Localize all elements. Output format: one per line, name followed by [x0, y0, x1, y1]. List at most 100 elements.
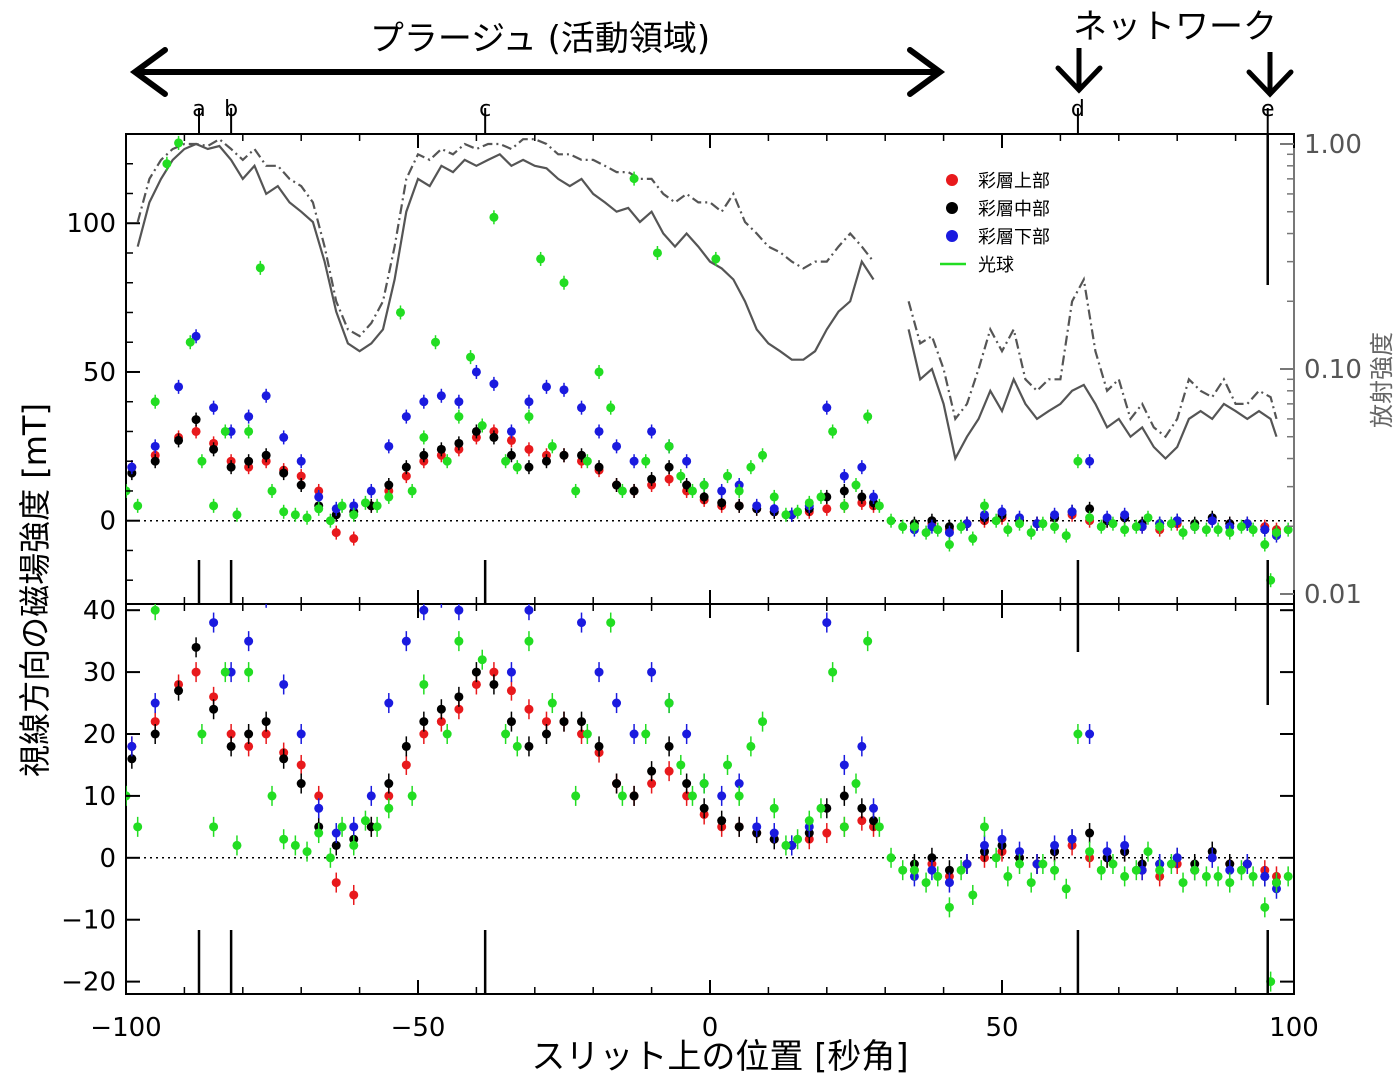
lower-point-0-19	[471, 679, 481, 689]
upper-point-2-8	[279, 432, 289, 442]
lower-point-1-25	[577, 717, 587, 727]
upper-point-3-55	[769, 492, 779, 502]
upper-point-2-52	[1067, 507, 1077, 517]
upper-point-3-19	[349, 510, 359, 520]
lower-point-2-22	[524, 605, 534, 615]
lower-point-3-20	[360, 816, 370, 826]
upper-point-3-78	[1038, 519, 1048, 529]
upper-point-3-38	[571, 486, 581, 496]
lower-point-3-59	[816, 803, 826, 813]
upper-point-3-70	[944, 540, 954, 550]
lower-point-1-17	[436, 704, 446, 714]
upper-point-3-81	[1073, 456, 1083, 466]
upper-point-2-22	[524, 397, 534, 407]
upper-point-2-7	[261, 391, 271, 401]
upper-point-3-2	[150, 397, 160, 407]
lower-ytick-label-1: −10	[61, 906, 116, 936]
upper-point-3-96	[1248, 525, 1258, 535]
upper-point-3-27	[442, 456, 452, 466]
lower-panel-frame	[125, 603, 1295, 995]
lower-point-3-21	[372, 822, 382, 832]
upper-point-3-68	[921, 528, 931, 538]
lower-point-3-75	[1003, 871, 1013, 881]
upper-panel-frame	[125, 133, 1295, 605]
upper-point-3-25	[419, 432, 429, 442]
lower-point-3-58	[804, 816, 814, 826]
marker-label-e: e	[1261, 97, 1275, 122]
upper-point-2-0	[127, 462, 137, 472]
upper-point-0-12	[349, 534, 359, 544]
lower-point-3-9	[232, 840, 242, 850]
lower-point-3-73	[979, 822, 989, 832]
upper-point-3-94	[1225, 528, 1235, 538]
lower-point-2-0	[127, 741, 137, 751]
lower-point-0-5	[226, 729, 236, 739]
lower-point-3-35	[536, 309, 545, 318]
lower-point-2-48	[997, 834, 1007, 844]
upper-point-3-12	[267, 486, 277, 496]
lower-point-1-23	[541, 729, 551, 739]
upper-point-2-45	[944, 528, 954, 538]
upper-point-1-18	[454, 438, 464, 448]
lower-point-3-67	[909, 865, 919, 875]
upper-point-3-56	[781, 510, 791, 520]
lower-point-2-6	[244, 636, 254, 646]
lower-point-3-33	[512, 741, 522, 751]
lower-point-0-14	[384, 791, 394, 801]
lower-point-0-11	[331, 878, 341, 888]
lower-point-2-41	[857, 741, 867, 751]
lower-point-2-17	[437, 593, 446, 602]
lower-point-3-71	[956, 865, 966, 875]
lower-point-3-60	[828, 667, 838, 677]
lower-point-0-6	[244, 741, 254, 751]
lower-point-3-53	[746, 741, 756, 751]
lower-ytick-label-3: 10	[83, 782, 116, 812]
upper-point-2-13	[366, 486, 376, 496]
lower-point-3-82	[1085, 847, 1095, 857]
lower-point-1-15	[401, 741, 411, 751]
lower-point-3-26	[431, 482, 440, 491]
upper-point-1-29	[647, 474, 657, 484]
lower-point-3-89	[1166, 859, 1176, 869]
lower-point-0-15	[401, 760, 411, 770]
upper-point-3-99	[1271, 528, 1281, 538]
lower-point-0-17	[436, 717, 446, 727]
upper-point-1-3	[191, 415, 201, 425]
lower-point-2-13	[366, 791, 376, 801]
lower-point-1-42	[869, 816, 879, 826]
upper-point-3-47	[676, 471, 686, 481]
lower-point-1-0	[127, 754, 137, 764]
upper-point-2-40	[839, 471, 849, 481]
upper-point-3-24	[407, 486, 417, 496]
lower-point-1-33	[717, 816, 727, 826]
upper-point-3-93	[1213, 525, 1223, 535]
lower-point-0-16	[419, 729, 429, 739]
upper-point-0-9	[296, 471, 306, 481]
lower-point-3-34	[524, 636, 534, 646]
lower-point-2-54	[1102, 847, 1112, 857]
lower-point-3-76	[1015, 859, 1025, 869]
upper-point-1-5	[226, 462, 236, 472]
lower-point-2-40	[839, 760, 849, 770]
lower-point-1-3	[191, 642, 201, 652]
lower-point-3-65	[886, 853, 896, 863]
upper-point-3-35	[536, 254, 546, 264]
lower-point-2-35	[752, 822, 762, 832]
lower-point-3-2	[150, 605, 160, 615]
lower-point-3-44	[641, 729, 651, 739]
upper-point-3-52	[734, 486, 744, 496]
upper-point-1-22	[524, 462, 534, 472]
lower-point-3-61	[839, 822, 849, 832]
upper-point-2-6	[244, 412, 254, 422]
lower-point-2-63	[1260, 871, 1270, 881]
upper-point-1-8	[279, 468, 289, 478]
lower-point-2-21	[506, 667, 516, 677]
upper-point-2-3	[191, 331, 201, 341]
lower-point-3-68	[921, 878, 931, 888]
upper-point-3-8	[220, 426, 230, 436]
upper-point-2-16	[419, 397, 429, 407]
x-tick-label-1: −50	[391, 1013, 446, 1043]
upper-point-3-3	[162, 159, 172, 169]
upper-point-1-24	[559, 450, 569, 460]
